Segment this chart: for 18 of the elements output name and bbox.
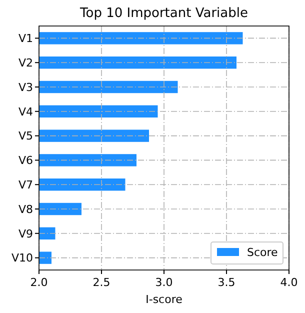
y-tick-label: V8: [18, 202, 33, 216]
x-tick-label: 4.0: [280, 276, 298, 289]
y-tick-label: V6: [18, 154, 33, 168]
y-tick-label: V10: [11, 252, 33, 265]
y-tick-label: V3: [18, 80, 33, 94]
y-tick-label: V7: [18, 178, 33, 192]
legend-label: Score: [247, 246, 278, 259]
y-tick-label: V9: [18, 227, 33, 240]
chart-title: Top 10 Important Variable: [79, 6, 248, 21]
x-axis-title: I-score: [146, 293, 183, 306]
x-tick-label: 2.5: [92, 276, 110, 289]
x-tick-label: 3.0: [155, 276, 173, 289]
y-tick-label: V5: [18, 130, 33, 143]
y-tick-label: V2: [18, 56, 33, 70]
y-tick-label: V4: [18, 105, 33, 118]
x-tick-label: 2.0: [30, 276, 48, 289]
x-tick-label: 3.5: [218, 276, 236, 289]
y-tick-label: V1: [18, 32, 33, 46]
